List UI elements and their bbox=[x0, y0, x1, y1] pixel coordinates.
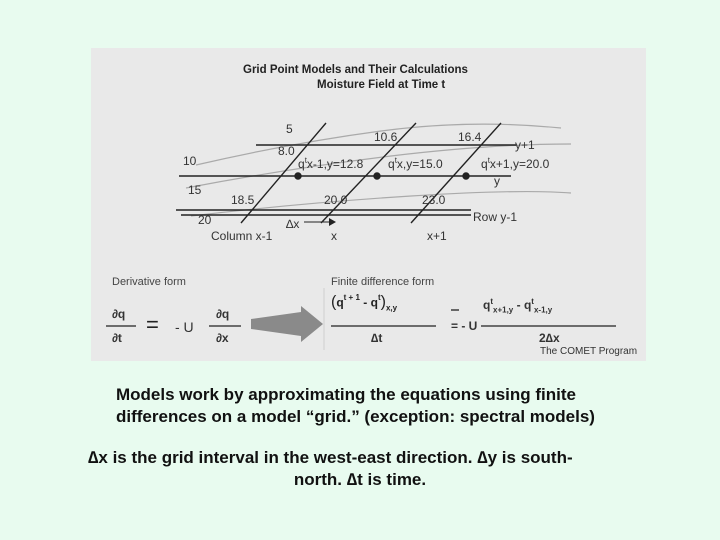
finite-delta-t: ∆t bbox=[371, 331, 383, 345]
grid-diagram bbox=[106, 122, 616, 350]
contour-label: 5 bbox=[286, 122, 293, 136]
grid-column-line bbox=[240, 122, 327, 224]
transform-arrow bbox=[251, 306, 323, 342]
grid-column-line bbox=[410, 122, 502, 224]
deriv-minus-u: - U bbox=[175, 319, 194, 335]
q-label-mid: qtx,y=15.0 bbox=[388, 156, 443, 171]
grid-point bbox=[294, 172, 302, 180]
contour-label: 10 bbox=[183, 154, 197, 168]
finite-numerator-right: qtx+1,y - qtx-1,y bbox=[483, 297, 553, 315]
contour-curve bbox=[195, 123, 562, 166]
caption-line-1: Models work by approximating the equatio… bbox=[116, 385, 576, 404]
finite-two-delta-x: 2∆x bbox=[539, 331, 560, 345]
contour-label: 8.0 bbox=[278, 144, 295, 158]
caption-line-2: differences on a model “grid.” (exceptio… bbox=[116, 407, 595, 426]
caption-line-3: ∆x is the grid interval in the west-east… bbox=[88, 448, 573, 467]
credit: The COMET Program bbox=[540, 346, 638, 357]
figure-subtitle: Moisture Field at Time t bbox=[317, 79, 446, 91]
q-label-right: qtx+1,y=20.0 bbox=[481, 156, 550, 171]
deriv-dq2: ∂q bbox=[216, 307, 230, 321]
grid-column-line bbox=[320, 122, 417, 224]
contour-label: 23.0 bbox=[422, 193, 446, 207]
delta-x-label: ∆x bbox=[286, 217, 300, 231]
deriv-equals: = bbox=[146, 312, 159, 337]
finite-difference-label: Finite difference form bbox=[331, 276, 435, 288]
contour-label: 15 bbox=[188, 183, 202, 197]
row-label-mid: y bbox=[494, 174, 500, 188]
row-label-bottom: Row y-1 bbox=[473, 210, 518, 224]
q-label-left: qtx-1,y=12.8 bbox=[298, 156, 364, 171]
figure-title: Grid Point Models and Their Calculations bbox=[243, 64, 468, 76]
contour-curve bbox=[190, 190, 572, 217]
derivative-form-label: Derivative form bbox=[112, 276, 186, 288]
contour-curve bbox=[185, 143, 572, 189]
contour-label: 16.4 bbox=[458, 130, 482, 144]
finite-minus-u: = - U bbox=[451, 319, 478, 333]
grid-point bbox=[462, 172, 470, 180]
contour-label: 18.5 bbox=[231, 193, 255, 207]
column-label-left: Column x-1 bbox=[211, 229, 273, 243]
deriv-dt: ∂t bbox=[112, 331, 122, 345]
delta-x-arrowhead bbox=[329, 218, 336, 226]
contour-label: 20 bbox=[198, 213, 212, 227]
deriv-dq: ∂q bbox=[112, 307, 126, 321]
grid-point bbox=[373, 172, 381, 180]
contour-label: 20.0 bbox=[324, 193, 348, 207]
finite-numerator-left: (qt + 1 - qt)x,y bbox=[331, 293, 398, 313]
row-label-top: y+1 bbox=[515, 138, 535, 152]
caption-line-4: north. ∆t is time. bbox=[293, 470, 427, 489]
column-label-mid: x bbox=[331, 229, 337, 243]
deriv-dx: ∂x bbox=[216, 331, 229, 345]
figure-panel: Grid Point Models and Their Calculations… bbox=[91, 48, 646, 361]
contour-label: 10.6 bbox=[374, 130, 398, 144]
column-label-right: x+1 bbox=[427, 229, 447, 243]
